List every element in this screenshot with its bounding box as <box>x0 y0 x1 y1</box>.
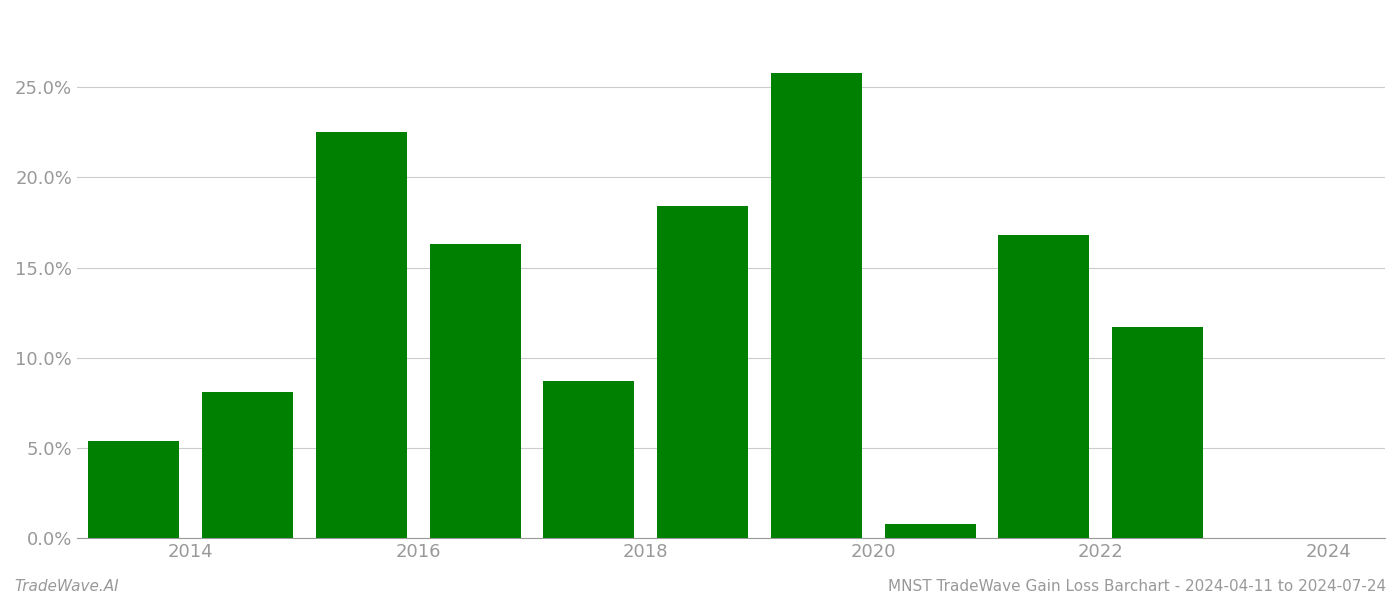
Bar <box>657 206 748 538</box>
Bar <box>771 73 862 538</box>
Bar <box>88 441 179 538</box>
Bar <box>998 235 1089 538</box>
Bar <box>1112 327 1203 538</box>
Bar <box>885 524 976 538</box>
Bar <box>316 132 407 538</box>
Bar <box>543 381 634 538</box>
Bar <box>202 392 293 538</box>
Text: MNST TradeWave Gain Loss Barchart - 2024-04-11 to 2024-07-24: MNST TradeWave Gain Loss Barchart - 2024… <box>888 579 1386 594</box>
Text: TradeWave.AI: TradeWave.AI <box>14 579 119 594</box>
Bar <box>430 244 521 538</box>
